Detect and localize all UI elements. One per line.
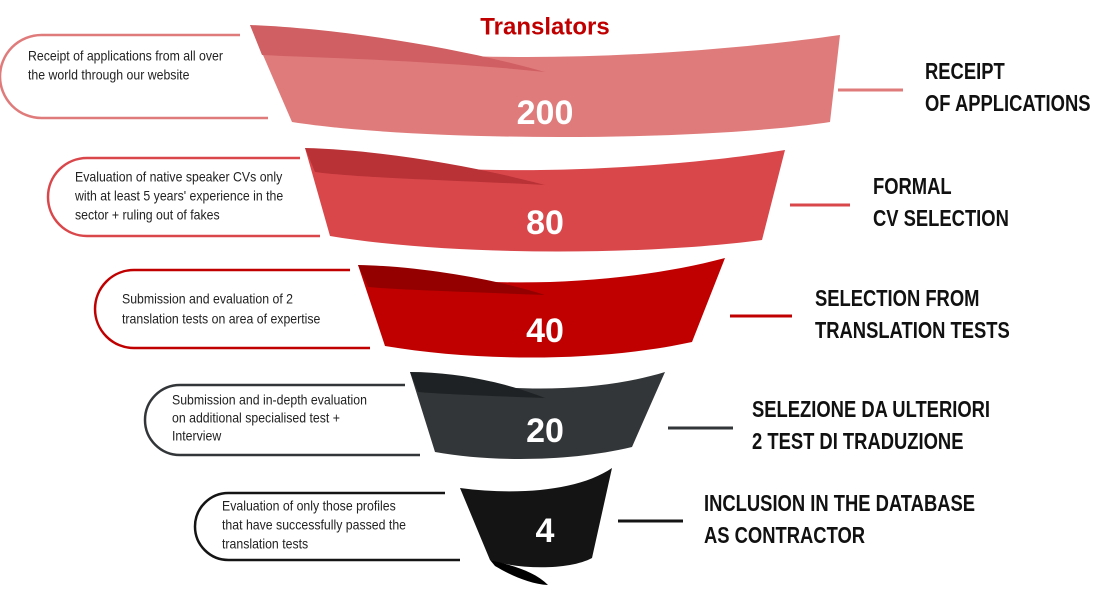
stage-description: on additional specialised test +	[172, 410, 340, 426]
callout-outline	[0, 33, 268, 120]
stage-description: Submission and evaluation of 2	[122, 291, 293, 307]
stage-label: SELEZIONE DA ULTERIORI	[752, 397, 990, 422]
funnel-fold	[250, 25, 545, 72]
stage-description: that have successfully passed the	[222, 517, 406, 533]
stage-label: 2 TEST DI TRADUZIONE	[752, 429, 964, 454]
callout-outline	[143, 383, 420, 457]
stage-label: INCLUSION IN THE DATABASE	[704, 491, 975, 516]
stage-number: 4	[536, 512, 555, 550]
stage-number: 20	[526, 412, 564, 450]
stage-description: Interview	[172, 428, 222, 444]
stage-description: Receipt of applications from all over	[28, 48, 224, 64]
title: Translators	[480, 13, 609, 40]
stage-label: AS CONTRACTOR	[704, 523, 865, 548]
stage-number: 80	[526, 204, 564, 242]
funnel-fold	[490, 560, 548, 585]
stage-description: Submission and in-depth evaluation	[172, 392, 367, 408]
content: 200 Receipt of applications from all over…	[0, 25, 1091, 585]
stage-description: the world through our website	[28, 67, 189, 83]
stage-description: Evaluation of native speaker CVs only	[75, 169, 283, 185]
stage-description: sector + ruling out of fakes	[75, 207, 220, 223]
stage-description: with at least 5 years' experience in the	[74, 188, 283, 204]
stage-label: FORMAL	[873, 174, 952, 199]
stage-label: OF APPLICATIONS	[925, 91, 1091, 116]
stage-description: Evaluation of only those profiles	[222, 498, 396, 514]
stage-description: translation tests	[222, 536, 309, 552]
stage-label: TRANSLATION TESTS	[815, 318, 1010, 343]
stage-label: CV SELECTION	[873, 206, 1009, 231]
funnel-band	[460, 468, 612, 568]
stage-label: SELECTION FROM	[815, 286, 979, 311]
callout-outline	[46, 156, 320, 238]
funnel-fold	[410, 372, 545, 398]
callout-outline	[193, 491, 460, 562]
funnel-fold	[305, 148, 545, 185]
funnel-fold	[358, 265, 545, 295]
stage-label: RECEIPT	[925, 59, 1005, 84]
stage-description: translation tests on area of expertise	[122, 311, 320, 327]
callout-outline	[93, 268, 370, 350]
stage-number: 200	[517, 94, 574, 132]
stage-number: 40	[526, 312, 564, 350]
